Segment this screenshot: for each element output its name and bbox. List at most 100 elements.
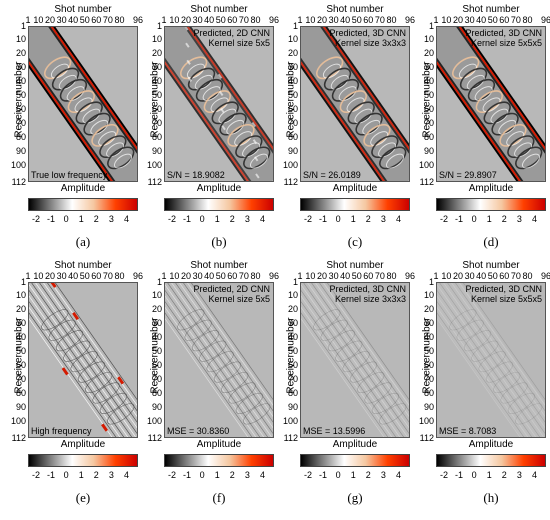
panel-caption-bottom: MSE = 8.7083: [439, 426, 497, 436]
y-tick-label: 90: [15, 146, 26, 157]
y-tick-label: 1: [292, 21, 298, 31]
panel-label: (e): [75, 490, 91, 505]
panel-caption-top: Predicted, 3D CNN Kernel size 5x5x5: [465, 284, 542, 304]
y-tick-label: 112: [11, 433, 26, 443]
colorbar: [300, 198, 410, 211]
x-tick-label: 10: [305, 15, 316, 25]
colorbar-tick-label: 2: [365, 470, 371, 480]
y-tick-label: 20: [423, 47, 434, 58]
x-tick-label: 1: [25, 271, 31, 281]
y-tick-label: 20: [423, 303, 434, 314]
colorbar-tick-label: 0: [199, 214, 205, 224]
x-axis-ticks: 1 10 20 30 40 50 60 70 80 96: [297, 271, 415, 281]
seismic-image: Predicted, 3D CNN Kernel size 5x5x5 S/N = …: [436, 26, 546, 182]
colorbar-tick-label: 3: [516, 470, 522, 480]
colorbar: [164, 198, 274, 211]
x-axis-title: Shot number: [326, 260, 384, 271]
y-tick-label: 112: [283, 433, 298, 443]
x-tick-label: 70: [102, 271, 113, 281]
y-axis-ticks: 1 10 20 30 40 50 60 70 80 90 100 112: [412, 277, 434, 443]
y-tick-label: 100: [282, 160, 298, 171]
colorbar-title: Amplitude: [60, 439, 106, 450]
colorbar-tick-label: 1: [214, 214, 220, 224]
x-axis-ticks: 1 10 20 30 40 50 60 70 80 96: [25, 271, 143, 281]
x-axis-title: Shot number: [54, 260, 112, 271]
colorbar-tick-label: -1: [183, 470, 192, 480]
colorbar-title: Amplitude: [332, 439, 378, 450]
x-tick-label: 60: [227, 271, 238, 281]
x-tick-label: 80: [386, 271, 397, 281]
panel-label: (f): [212, 490, 226, 505]
colorbar-tick-label: -2: [303, 214, 313, 224]
colorbar-tick-label: -1: [47, 470, 56, 480]
colorbar-ticks: -2 -1 0 1 2 3 4: [436, 470, 546, 480]
y-tick-label: 1: [20, 277, 26, 287]
x-tick-label: 1: [297, 15, 303, 25]
y-tick-label: 30: [287, 317, 298, 328]
colorbar-tick-label: 2: [501, 470, 507, 480]
y-tick-label: 90: [287, 146, 298, 157]
y-tick-label: 90: [423, 146, 434, 157]
colorbar-tick-label: 1: [350, 214, 356, 224]
colorbar-tick-label: 2: [365, 214, 371, 224]
y-tick-label: 40: [151, 331, 162, 342]
y-tick-label: 100: [418, 160, 434, 171]
y-tick-label: 80: [423, 388, 434, 399]
figure-panel: Shot number 1 10 20 30 40 50 60 70 80 96 Receiver n…: [4, 258, 143, 518]
y-tick-label: 80: [287, 388, 298, 399]
x-tick-label: 80: [114, 15, 125, 25]
colorbar: [164, 454, 274, 467]
y-tick-label: 20: [287, 303, 298, 314]
colorbar-tick-label: 1: [78, 214, 84, 224]
y-tick-label: 112: [11, 177, 26, 187]
colorbar-tick-label: 4: [395, 214, 401, 224]
x-tick-label: 50: [351, 271, 362, 281]
colorbar-tick-label: 0: [63, 214, 69, 224]
x-tick-label: 1: [433, 271, 439, 281]
panel-caption-bottom: MSE = 30.8360: [167, 426, 230, 436]
y-tick-label: 30: [151, 317, 162, 328]
colorbar: [436, 198, 546, 211]
colorbar-tick-label: 0: [335, 214, 341, 224]
x-tick-label: 70: [238, 271, 249, 281]
colorbar-tick-label: 1: [350, 470, 356, 480]
y-tick-label: 50: [423, 89, 434, 100]
y-tick-label: 70: [151, 373, 162, 384]
y-tick-label: 40: [151, 75, 162, 86]
panel-caption-top: Predicted, 2D CNN Kernel size 5x5: [193, 28, 270, 48]
x-tick-label: 50: [487, 271, 498, 281]
x-tick-label: 60: [499, 271, 510, 281]
x-tick-label: 1: [297, 271, 303, 281]
y-tick-label: 100: [10, 416, 26, 427]
x-tick-label: 50: [79, 15, 90, 25]
colorbar-tick-label: 2: [229, 470, 235, 480]
figure-panel: Shot number 1 10 20 30 40 50 60 70 80 96 Receiver n…: [412, 258, 550, 518]
x-tick-label: 40: [340, 271, 351, 281]
y-tick-label: 90: [15, 402, 26, 413]
y-axis-ticks: 1 10 20 30 40 50 60 70 80 90 100 112: [276, 277, 298, 443]
x-tick-label: 96: [268, 15, 280, 25]
y-tick-label: 70: [423, 117, 434, 128]
y-tick-label: 1: [156, 21, 162, 31]
panel-caption-bottom: S/N = 26.0189: [303, 170, 361, 180]
y-tick-label: 112: [147, 433, 162, 443]
x-tick-label: 20: [452, 15, 464, 25]
colorbar-tick-label: 3: [380, 470, 386, 480]
figure-panel: Shot number 1 10 20 30 40 50 60 70 80 96 Receiver n…: [4, 2, 143, 262]
y-tick-label: 40: [287, 75, 298, 86]
seismic-image: Predicted, 3D CNN Kernel size 3x3x3 MSE = …: [300, 282, 410, 438]
x-tick-label: 60: [91, 271, 102, 281]
colorbar-tick-label: 4: [123, 470, 129, 480]
x-tick-label: 80: [522, 15, 533, 25]
panel-caption-top: Predicted, 3D CNN Kernel size 5x5x5: [465, 28, 542, 48]
x-tick-label: 80: [250, 271, 261, 281]
y-tick-label: 100: [10, 160, 26, 171]
colorbar-tick-label: 4: [531, 214, 537, 224]
colorbar-title: Amplitude: [60, 183, 106, 194]
x-tick-label: 10: [441, 271, 452, 281]
x-tick-label: 20: [44, 271, 56, 281]
colorbar-tick-label: 0: [63, 470, 69, 480]
y-tick-label: 50: [151, 345, 162, 356]
x-tick-label: 30: [192, 15, 203, 25]
seismic-image: Predicted, 3D CNN Kernel size 5x5x5 MSE = …: [436, 282, 546, 438]
